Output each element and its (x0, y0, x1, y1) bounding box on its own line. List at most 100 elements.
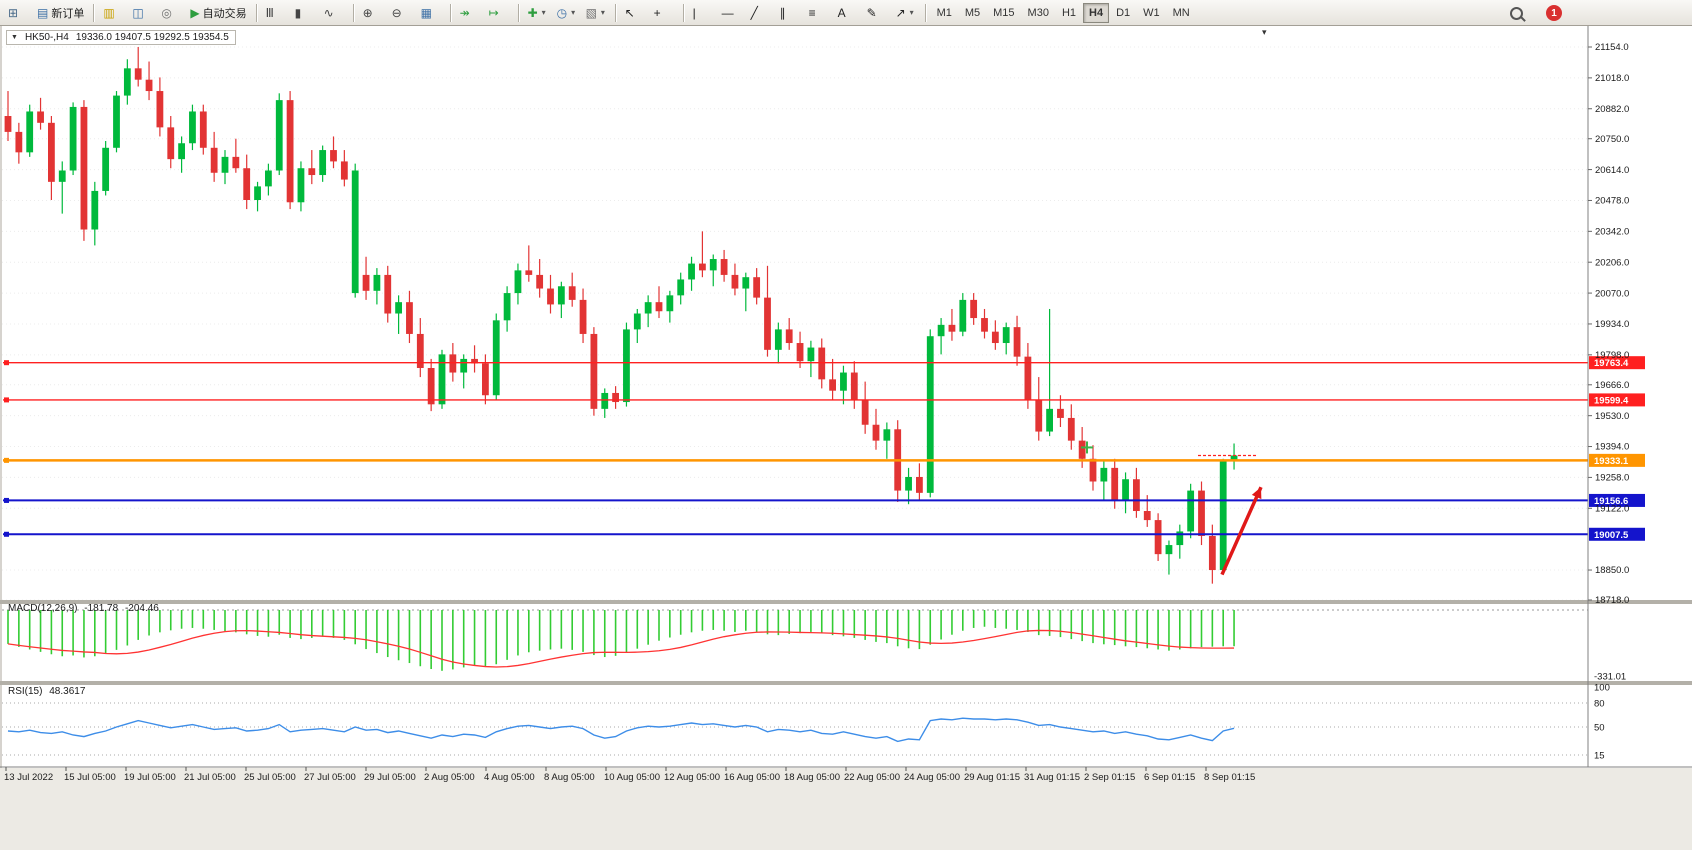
panel-divider[interactable] (0, 600, 1692, 604)
time-tick-label: 6 Sep 01:15 (1144, 772, 1195, 783)
candle-body (449, 354, 457, 373)
line-chart-button[interactable]: ∿ (320, 2, 348, 24)
bar-chart-button[interactable]: Ⅲ (262, 2, 290, 24)
price-tick-label: 18850.0 (1595, 565, 1629, 576)
price-tick-label: 19934.0 (1595, 319, 1629, 330)
timeframe-button-d1[interactable]: D1 (1116, 6, 1131, 19)
candle-body (362, 274, 370, 291)
periods-button[interactable]: ◷ ▾ (553, 2, 581, 24)
bar-chart-icon: Ⅲ (265, 5, 274, 20)
terminal-button[interactable]: ◎ (157, 2, 185, 24)
line-anchor-handle[interactable] (4, 531, 9, 537)
candle-body (981, 318, 988, 332)
dropdown-arrow-icon[interactable]: ▾ (600, 8, 605, 17)
dropdown-arrow-icon[interactable]: ▾ (909, 8, 914, 17)
new-order-button-label: 新订单 (51, 7, 85, 20)
price-tick-label: 20614.0 (1595, 165, 1629, 176)
text-button[interactable]: A (834, 2, 862, 24)
cursor-button[interactable]: ↖ (621, 2, 649, 24)
candle-body (4, 116, 12, 132)
macd-main-value: -181.78 (84, 603, 119, 614)
navigator-icon: ◫ (132, 5, 144, 20)
timeframe-button-m30[interactable]: M30 (1027, 6, 1049, 19)
price-line-badge (1589, 356, 1645, 370)
text-label-button[interactable]: ✎ (863, 2, 891, 24)
chart-symbol-period: HK50-,H4 (24, 32, 69, 43)
timeframe-button-m5[interactable]: M5 (964, 6, 981, 19)
zoom-out-button[interactable]: ⊖ (388, 2, 416, 24)
crosshair-button[interactable]: + (650, 2, 678, 24)
timeframe-button-h1[interactable]: H1 (1061, 6, 1077, 19)
timeframe-button-h4[interactable]: H4 (1083, 2, 1110, 23)
line-anchor-handle[interactable] (4, 497, 9, 503)
candle-body (340, 161, 348, 180)
candle-body (221, 156, 229, 173)
candle-body (37, 111, 44, 123)
vertical-line-button[interactable]: | (689, 2, 717, 24)
arrows-button[interactable]: ↗ ▾ (892, 2, 920, 24)
autotrading-button[interactable]: ▶ 自动交易 (186, 2, 250, 24)
timeframe-button-w1[interactable]: W1 (1143, 6, 1160, 19)
indicators-add-icon: ✚ (527, 5, 538, 20)
candle-body (254, 186, 261, 201)
search-button[interactable] (1506, 2, 1534, 24)
templates-button[interactable]: ▧ ▾ (582, 2, 610, 24)
chart-shift-marker[interactable]: ▾ (1262, 27, 1267, 38)
timeframe-button-m1[interactable]: M1 (936, 6, 952, 19)
auto-scroll-button[interactable]: ↠ (456, 2, 484, 24)
candle-body (460, 358, 468, 373)
autotrading-button-label: 自动交易 (202, 7, 247, 20)
panel-divider[interactable] (0, 681, 1692, 685)
candle-body (58, 170, 66, 182)
channel-button[interactable]: ∥ (776, 2, 804, 24)
zoom-in-button[interactable]: ⊕ (359, 2, 387, 24)
cursor-arrow-icon: ↖ (624, 5, 635, 20)
arrow-object-head[interactable] (1251, 487, 1262, 500)
candle-body (688, 263, 695, 280)
candle-body (134, 68, 142, 80)
line-anchor-handle[interactable] (4, 360, 9, 366)
candle-body (48, 122, 55, 182)
time-tick-label: 4 Aug 05:00 (484, 772, 535, 783)
candle-body (655, 302, 663, 312)
price-tick-label: 20750.0 (1595, 134, 1629, 145)
candlestick-chart-button[interactable]: ▮ (291, 2, 319, 24)
candle-body (536, 274, 544, 289)
navigator-button[interactable]: ◫ (128, 2, 156, 24)
tile-windows-button[interactable]: ▦ (417, 2, 445, 24)
shift-marker-icon: ▾ (1262, 27, 1267, 37)
market-watch-button[interactable]: ▥ (99, 2, 127, 24)
collapse-panel-icon[interactable]: ▼ (11, 34, 18, 41)
chart-shift-button[interactable]: ↦ (485, 2, 513, 24)
candle-body (286, 100, 294, 203)
timeframe-button-mn[interactable]: MN (1172, 6, 1190, 19)
candle-body (406, 302, 413, 334)
candle-body (970, 299, 978, 319)
candle-body (742, 277, 750, 289)
toolbar-separator (255, 3, 257, 22)
timeframe-button-m15[interactable]: M15 (993, 6, 1015, 19)
candle-body (1208, 535, 1216, 571)
trendline-button[interactable]: ╱ (747, 2, 775, 24)
new-chart-button[interactable]: ⊞ (4, 2, 32, 24)
line-anchor-handle[interactable] (4, 397, 9, 403)
candle-body (102, 147, 110, 191)
chart-canvas[interactable]: 19763.4 19599.4 19333.1 19156.6 19007.5 -331.… (0, 26, 1692, 850)
new-order-button[interactable]: ▤ 新订单 (33, 2, 88, 24)
notification-badge[interactable]: 1 (1546, 5, 1562, 21)
autotrading-icon: ▶ (190, 5, 200, 20)
horizontal-line-button[interactable]: — (718, 2, 746, 24)
price-line-badge (1589, 393, 1645, 407)
candle-body (601, 392, 609, 409)
candle-body (579, 299, 587, 334)
indicators-button[interactable]: ✚ ▾ (524, 2, 552, 24)
dropdown-arrow-icon[interactable]: ▾ (541, 8, 546, 17)
fibonacci-button[interactable]: ≡ (805, 2, 833, 24)
candle-body (959, 299, 967, 332)
candle-body (764, 297, 771, 350)
candle-body (731, 274, 739, 289)
dropdown-arrow-icon[interactable]: ▾ (571, 8, 576, 17)
arrow-object[interactable] (1220, 486, 1263, 576)
line-anchor-handle[interactable] (4, 457, 9, 463)
candle-body (872, 424, 880, 441)
